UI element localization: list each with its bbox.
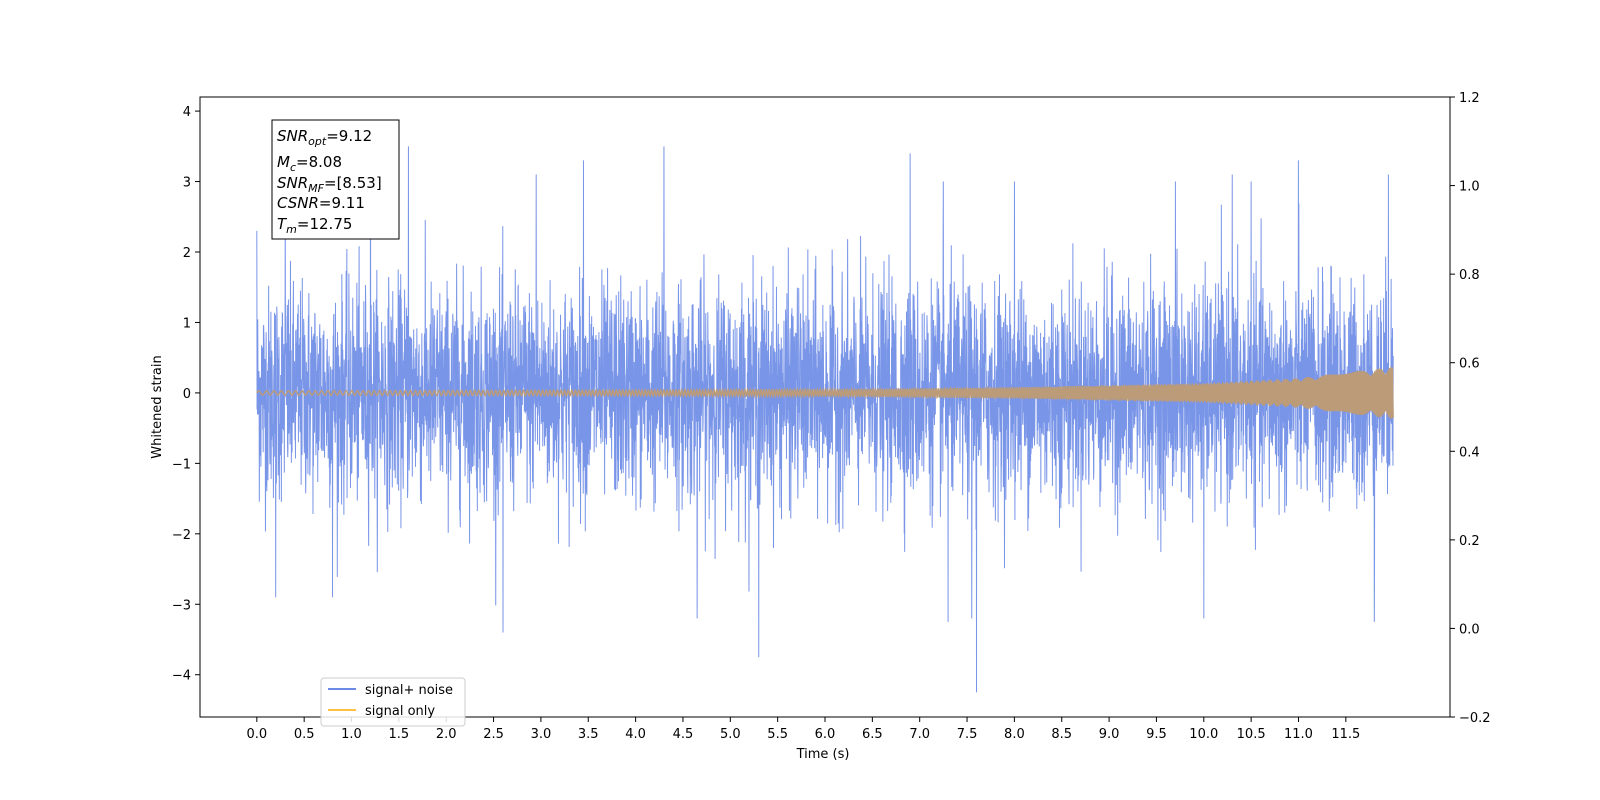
x-tick-label: 1.5 <box>389 727 410 742</box>
legend-label-signal-only: signal only <box>365 704 435 719</box>
y-right-tick-label: 0.6 <box>1459 357 1480 372</box>
x-tick-label: 9.0 <box>1099 727 1120 742</box>
y-tick-label: 4 <box>183 105 191 120</box>
y-tick-label: −3 <box>172 598 191 613</box>
x-tick-label: 11.5 <box>1331 727 1360 742</box>
info-box: SNRopt=9.12 Mc=8.08 SNRMF=[8.53] CSNR=9.… <box>271 119 400 240</box>
x-axis: 0.0 0.5 1.0 1.5 2.0 2.5 3.0 3.5 4.0 4.5 5.0 5.5 6.0 6… <box>246 717 1360 742</box>
legend-label-signal-noise: signal+ noise <box>365 683 453 698</box>
y-axis-label: Whitened strain <box>150 355 165 458</box>
x-tick-label: 3.0 <box>531 727 552 742</box>
y-tick-label: 2 <box>183 246 191 261</box>
x-tick-label: 8.0 <box>1004 727 1025 742</box>
x-tick-label: 0.0 <box>246 727 267 742</box>
x-tick-label: 2.5 <box>483 727 504 742</box>
y-tick-label: 1 <box>183 316 191 331</box>
x-tick-label: 1.0 <box>341 727 362 742</box>
x-tick-label: 8.5 <box>1051 727 1072 742</box>
info-line-snr-mf: SNRMF=[8.53] <box>277 174 382 195</box>
info-line-tm: Tm=12.75 <box>277 215 352 236</box>
y-tick-label: −2 <box>172 528 191 543</box>
legend: signal+ noise signal only <box>320 677 466 727</box>
y-tick-label: −4 <box>172 669 191 684</box>
x-tick-label: 0.5 <box>294 727 315 742</box>
x-tick-label: 7.5 <box>957 727 978 742</box>
x-tick-label: 10.0 <box>1189 727 1218 742</box>
x-axis-label: Time (s) <box>796 747 850 762</box>
x-tick-label: 2.0 <box>436 727 457 742</box>
y-right-tick-label: 0.8 <box>1459 268 1480 283</box>
x-tick-label: 5.5 <box>767 727 788 742</box>
y-right-tick-label: −0.2 <box>1459 711 1491 726</box>
y-tick-label: 3 <box>183 176 191 191</box>
y-tick-label: 0 <box>183 387 191 402</box>
x-tick-label: 4.0 <box>625 727 646 742</box>
x-tick-label: 6.5 <box>862 727 883 742</box>
x-tick-label: 10.5 <box>1237 727 1266 742</box>
series-signal-noise-line <box>256 146 1394 693</box>
x-tick-label: 7.0 <box>909 727 930 742</box>
legend-frame <box>320 677 466 727</box>
y-right-tick-label: 0.0 <box>1459 622 1480 637</box>
info-line-mc: Mc=8.08 <box>277 153 342 174</box>
y-right-tick-label: 1.0 <box>1459 180 1480 195</box>
y-axis-left: −4 −3 −2 −1 0 1 2 3 4 <box>172 105 200 684</box>
y-axis-right: −0.2 0.0 0.2 0.4 0.6 0.8 1.0 1.2 <box>1450 91 1491 726</box>
y-right-tick-label: 1.2 <box>1459 91 1480 106</box>
x-tick-label: 9.5 <box>1146 727 1167 742</box>
plot-area <box>256 146 1394 693</box>
info-line-snr-opt: SNRopt=9.12 <box>277 127 372 148</box>
x-tick-label: 11.0 <box>1284 727 1313 742</box>
x-tick-label: 4.5 <box>673 727 694 742</box>
y-right-tick-label: 0.4 <box>1459 445 1480 460</box>
y-tick-label: −1 <box>172 457 191 472</box>
info-box-frame <box>271 119 400 240</box>
x-tick-label: 5.0 <box>720 727 741 742</box>
y-right-tick-label: 0.2 <box>1459 534 1480 549</box>
series-signal-only-line <box>256 367 1394 419</box>
x-tick-label: 3.5 <box>578 727 599 742</box>
x-tick-label: 6.0 <box>815 727 836 742</box>
info-line-csnr: CSNR=9.11 <box>277 194 365 212</box>
